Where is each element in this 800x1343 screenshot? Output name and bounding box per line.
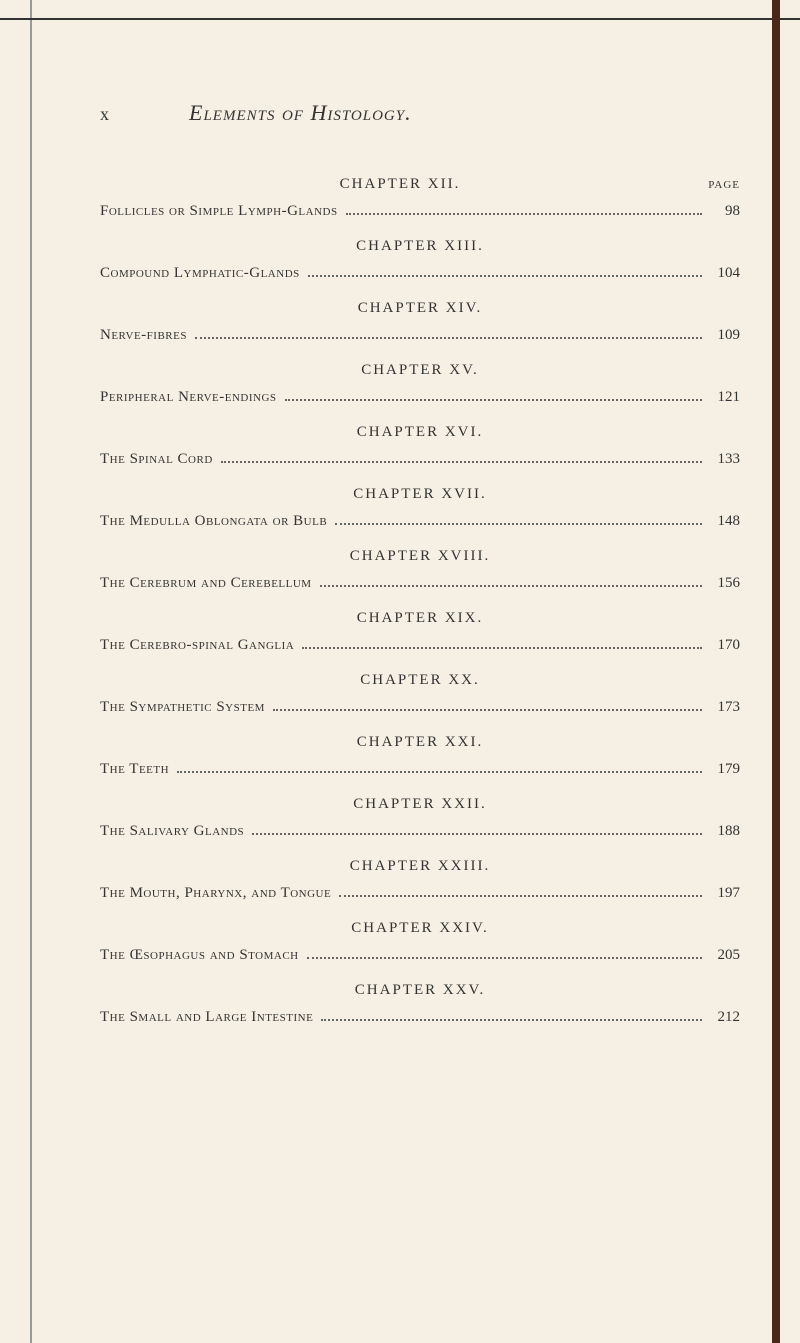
chapter-entry: The Salivary Glands 188 [100,823,740,840]
leader-dots [195,337,702,339]
page-header: x Elements of Histology. [100,100,740,126]
leader-dots [221,461,702,463]
entry-page-number: 104 [710,265,740,282]
entry-text: The Spinal Cord [100,451,213,468]
entry-page-number: 212 [710,1009,740,1026]
entry-text: The Cerebrum and Cerebellum [100,575,312,592]
chapter-title: CHAPTER XVII. [100,486,740,503]
page-number: x [100,104,109,125]
chapter-entry: The Œsophagus and Stomach 205 [100,947,740,964]
chapter-entry: The Spinal Cord 133 [100,451,740,468]
chapter-block: CHAPTER XV. Peripheral Nerve-endings 121 [100,362,740,406]
page-border-top [0,18,800,20]
entry-text: The Teeth [100,761,169,778]
leader-dots [302,647,702,649]
chapter-title: CHAPTER XXIII. [100,858,740,875]
entry-text: The Salivary Glands [100,823,244,840]
chapter-entry: The Mouth, Pharynx, and Tongue 197 [100,885,740,902]
chapter-title: CHAPTER XXV. [100,982,740,999]
entry-text: Follicles or Simple Lymph-Glands [100,203,338,220]
entry-text: Compound Lymphatic-Glands [100,265,300,282]
chapter-block: CHAPTER XIII. Compound Lymphatic-Glands 10… [100,238,740,282]
chapter-title: CHAPTER XIV. [100,300,740,317]
page-border-right [772,0,780,1343]
leader-dots [307,957,702,959]
chapter-entry: Peripheral Nerve-endings 121 [100,389,740,406]
entry-page-number: 205 [710,947,740,964]
entry-page-number: 197 [710,885,740,902]
leader-dots [321,1019,702,1021]
chapter-block: CHAPTER XXIII. The Mouth, Pharynx, and To… [100,858,740,902]
chapter-title: CHAPTER XVI. [100,424,740,441]
book-title: Elements of Histology. [189,100,412,126]
entry-page-number: 188 [710,823,740,840]
chapter-entry: The Teeth 179 [100,761,740,778]
chapter-block: CHAPTER XXIV. The Œsophagus and Stomach 20… [100,920,740,964]
chapter-block: CHAPTER XXV. The Small and Large Intestin… [100,982,740,1026]
leader-dots [320,585,702,587]
chapter-block: CHAPTER XVII. The Medulla Oblongata or Bu… [100,486,740,530]
chapter-entry: The Cerebro-spinal Ganglia 170 [100,637,740,654]
chapter-title: CHAPTER XIX. [100,610,740,627]
entry-page-number: 121 [710,389,740,406]
entry-page-number: 109 [710,327,740,344]
chapter-title: CHAPTER XXII. [100,796,740,813]
leader-dots [335,523,702,525]
chapter-block: CHAPTER XXII. The Salivary Glands 188 [100,796,740,840]
entry-text: The Œsophagus and Stomach [100,947,299,964]
leader-dots [308,275,702,277]
entry-page-number: 173 [710,699,740,716]
chapter-block: CHAPTER XVI. The Spinal Cord 133 [100,424,740,468]
entry-text: The Medulla Oblongata or Bulb [100,513,327,530]
chapter-block: CHAPTER XVIII. The Cerebrum and Cerebellu… [100,548,740,592]
chapter-title: CHAPTER XIII. [100,238,740,255]
entry-text: The Sympathetic System [100,699,265,716]
chapters-list: CHAPTER XII.PAGE Follicles or Simple Lymp… [100,176,740,1026]
chapter-block: CHAPTER XX. The Sympathetic System 173 [100,672,740,716]
chapter-title: CHAPTER XII. [100,176,700,193]
entry-text: Nerve-fibres [100,327,187,344]
chapter-entry: Compound Lymphatic-Glands 104 [100,265,740,282]
page-border-left [30,0,32,1343]
leader-dots [285,399,702,401]
chapter-entry: The Small and Large Intestine 212 [100,1009,740,1026]
chapter-title: CHAPTER XX. [100,672,740,689]
leader-dots [339,895,702,897]
chapter-block: CHAPTER XIV. Nerve-fibres 109 [100,300,740,344]
leader-dots [252,833,702,835]
chapter-title: CHAPTER XV. [100,362,740,379]
chapter-entry: The Cerebrum and Cerebellum 156 [100,575,740,592]
entry-page-number: 133 [710,451,740,468]
chapter-entry: The Medulla Oblongata or Bulb 148 [100,513,740,530]
chapter-title: CHAPTER XXIV. [100,920,740,937]
content-area: x Elements of Histology. CHAPTER XII.PAG… [100,100,740,1044]
chapter-title: CHAPTER XVIII. [100,548,740,565]
chapter-block: CHAPTER XII.PAGE Follicles or Simple Lymp… [100,176,740,220]
leader-dots [273,709,702,711]
entry-page-number: 170 [710,637,740,654]
entry-page-number: 156 [710,575,740,592]
chapter-entry: Follicles or Simple Lymph-Glands 98 [100,203,740,220]
entry-text: The Small and Large Intestine [100,1009,313,1026]
chapter-entry: The Sympathetic System 173 [100,699,740,716]
chapter-entry: Nerve-fibres 109 [100,327,740,344]
leader-dots [177,771,702,773]
entry-text: The Mouth, Pharynx, and Tongue [100,885,331,902]
entry-page-number: 179 [710,761,740,778]
chapter-block: CHAPTER XXI. The Teeth 179 [100,734,740,778]
leader-dots [346,213,702,215]
page-column-label: PAGE [700,179,740,191]
entry-page-number: 148 [710,513,740,530]
entry-text: The Cerebro-spinal Ganglia [100,637,294,654]
chapter-block: CHAPTER XIX. The Cerebro-spinal Ganglia 17… [100,610,740,654]
entry-text: Peripheral Nerve-endings [100,389,277,406]
chapter-title: CHAPTER XXI. [100,734,740,751]
entry-page-number: 98 [710,203,740,220]
